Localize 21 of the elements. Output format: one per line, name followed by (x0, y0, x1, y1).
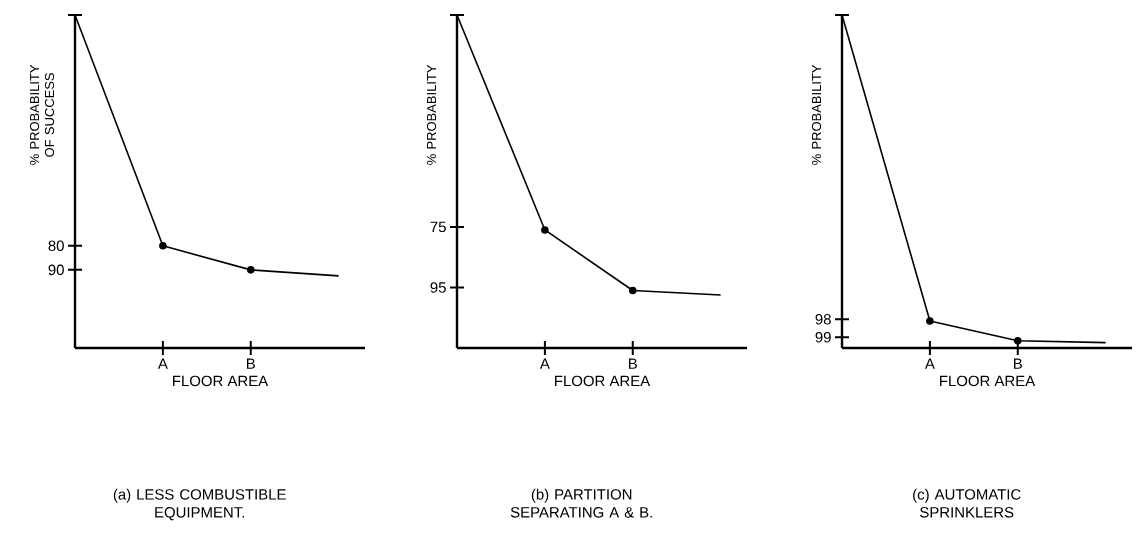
x-axis-title: FLOOR AREA (173, 375, 269, 387)
y-axis-title: % PROBABILITY (811, 64, 822, 165)
y-tick-label: 90 (48, 264, 64, 276)
y-axis-title: % PROBABILITY (426, 64, 437, 165)
x-tick-label: A (924, 358, 935, 369)
x-tick-label: B (629, 358, 637, 369)
x-tick-label: B (246, 358, 255, 369)
y-tick-label: 95 (430, 282, 446, 293)
y-tick-label: 98 (815, 313, 831, 325)
x-tick-label: A (157, 358, 168, 369)
x-axis-title: FLOOR AREA (940, 375, 1036, 387)
y-tick-label: 80 (48, 240, 64, 252)
y-tick-label: 99 (815, 331, 831, 343)
text: (b) PARTITION SEPARATING A & B. (510, 488, 652, 518)
text: (c) AUTOMATIC SPRINKLERS (913, 488, 1021, 518)
text: (a) LESS COMBUSTIBLE EQUIPMENT. (113, 488, 286, 521)
x-axis-title: FLOOR AREA (555, 375, 651, 387)
y-axis-title: % PROBABILITY OF SUCCESS (29, 64, 55, 165)
y-tick-label: 75 (430, 221, 446, 233)
x-tick-label: A (539, 358, 550, 369)
x-tick-label: B (1014, 358, 1022, 369)
